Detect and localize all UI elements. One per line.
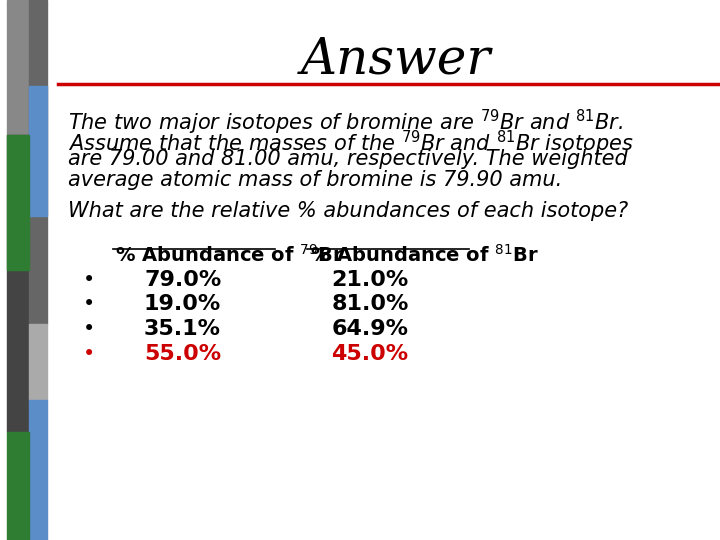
Text: 79.0%: 79.0% [144,270,221,290]
Text: •: • [83,319,95,339]
Text: 19.0%: 19.0% [144,294,221,314]
Text: are 79.00 and 81.00 amu, respectively. The weighted: are 79.00 and 81.00 amu, respectively. T… [68,149,628,169]
Text: •: • [83,344,95,364]
Text: Assume that the masses of the $^{79}$Br and $^{81}$Br isotopes: Assume that the masses of the $^{79}$Br … [68,129,634,158]
Text: •: • [83,294,95,314]
Text: 81.0%: 81.0% [331,294,408,314]
Text: 45.0%: 45.0% [331,344,408,364]
Text: 21.0%: 21.0% [331,270,408,290]
Text: 35.1%: 35.1% [144,319,221,339]
Text: 55.0%: 55.0% [144,344,221,364]
Text: The two major isotopes of bromine are $^{79}$Br and $^{81}$Br.: The two major isotopes of bromine are $^… [68,108,624,137]
Text: What are the relative % abundances of each isotope?: What are the relative % abundances of ea… [68,201,629,221]
Text: 64.9%: 64.9% [331,319,408,339]
Text: % Abundance of $^{79}$Br: % Abundance of $^{79}$Br [115,244,344,266]
Text: average atomic mass of bromine is 79.90 amu.: average atomic mass of bromine is 79.90 … [68,170,562,190]
Text: Answer: Answer [301,35,491,85]
Text: •: • [83,270,95,290]
Text: % Abundance of $^{81}$Br: % Abundance of $^{81}$Br [310,244,539,266]
